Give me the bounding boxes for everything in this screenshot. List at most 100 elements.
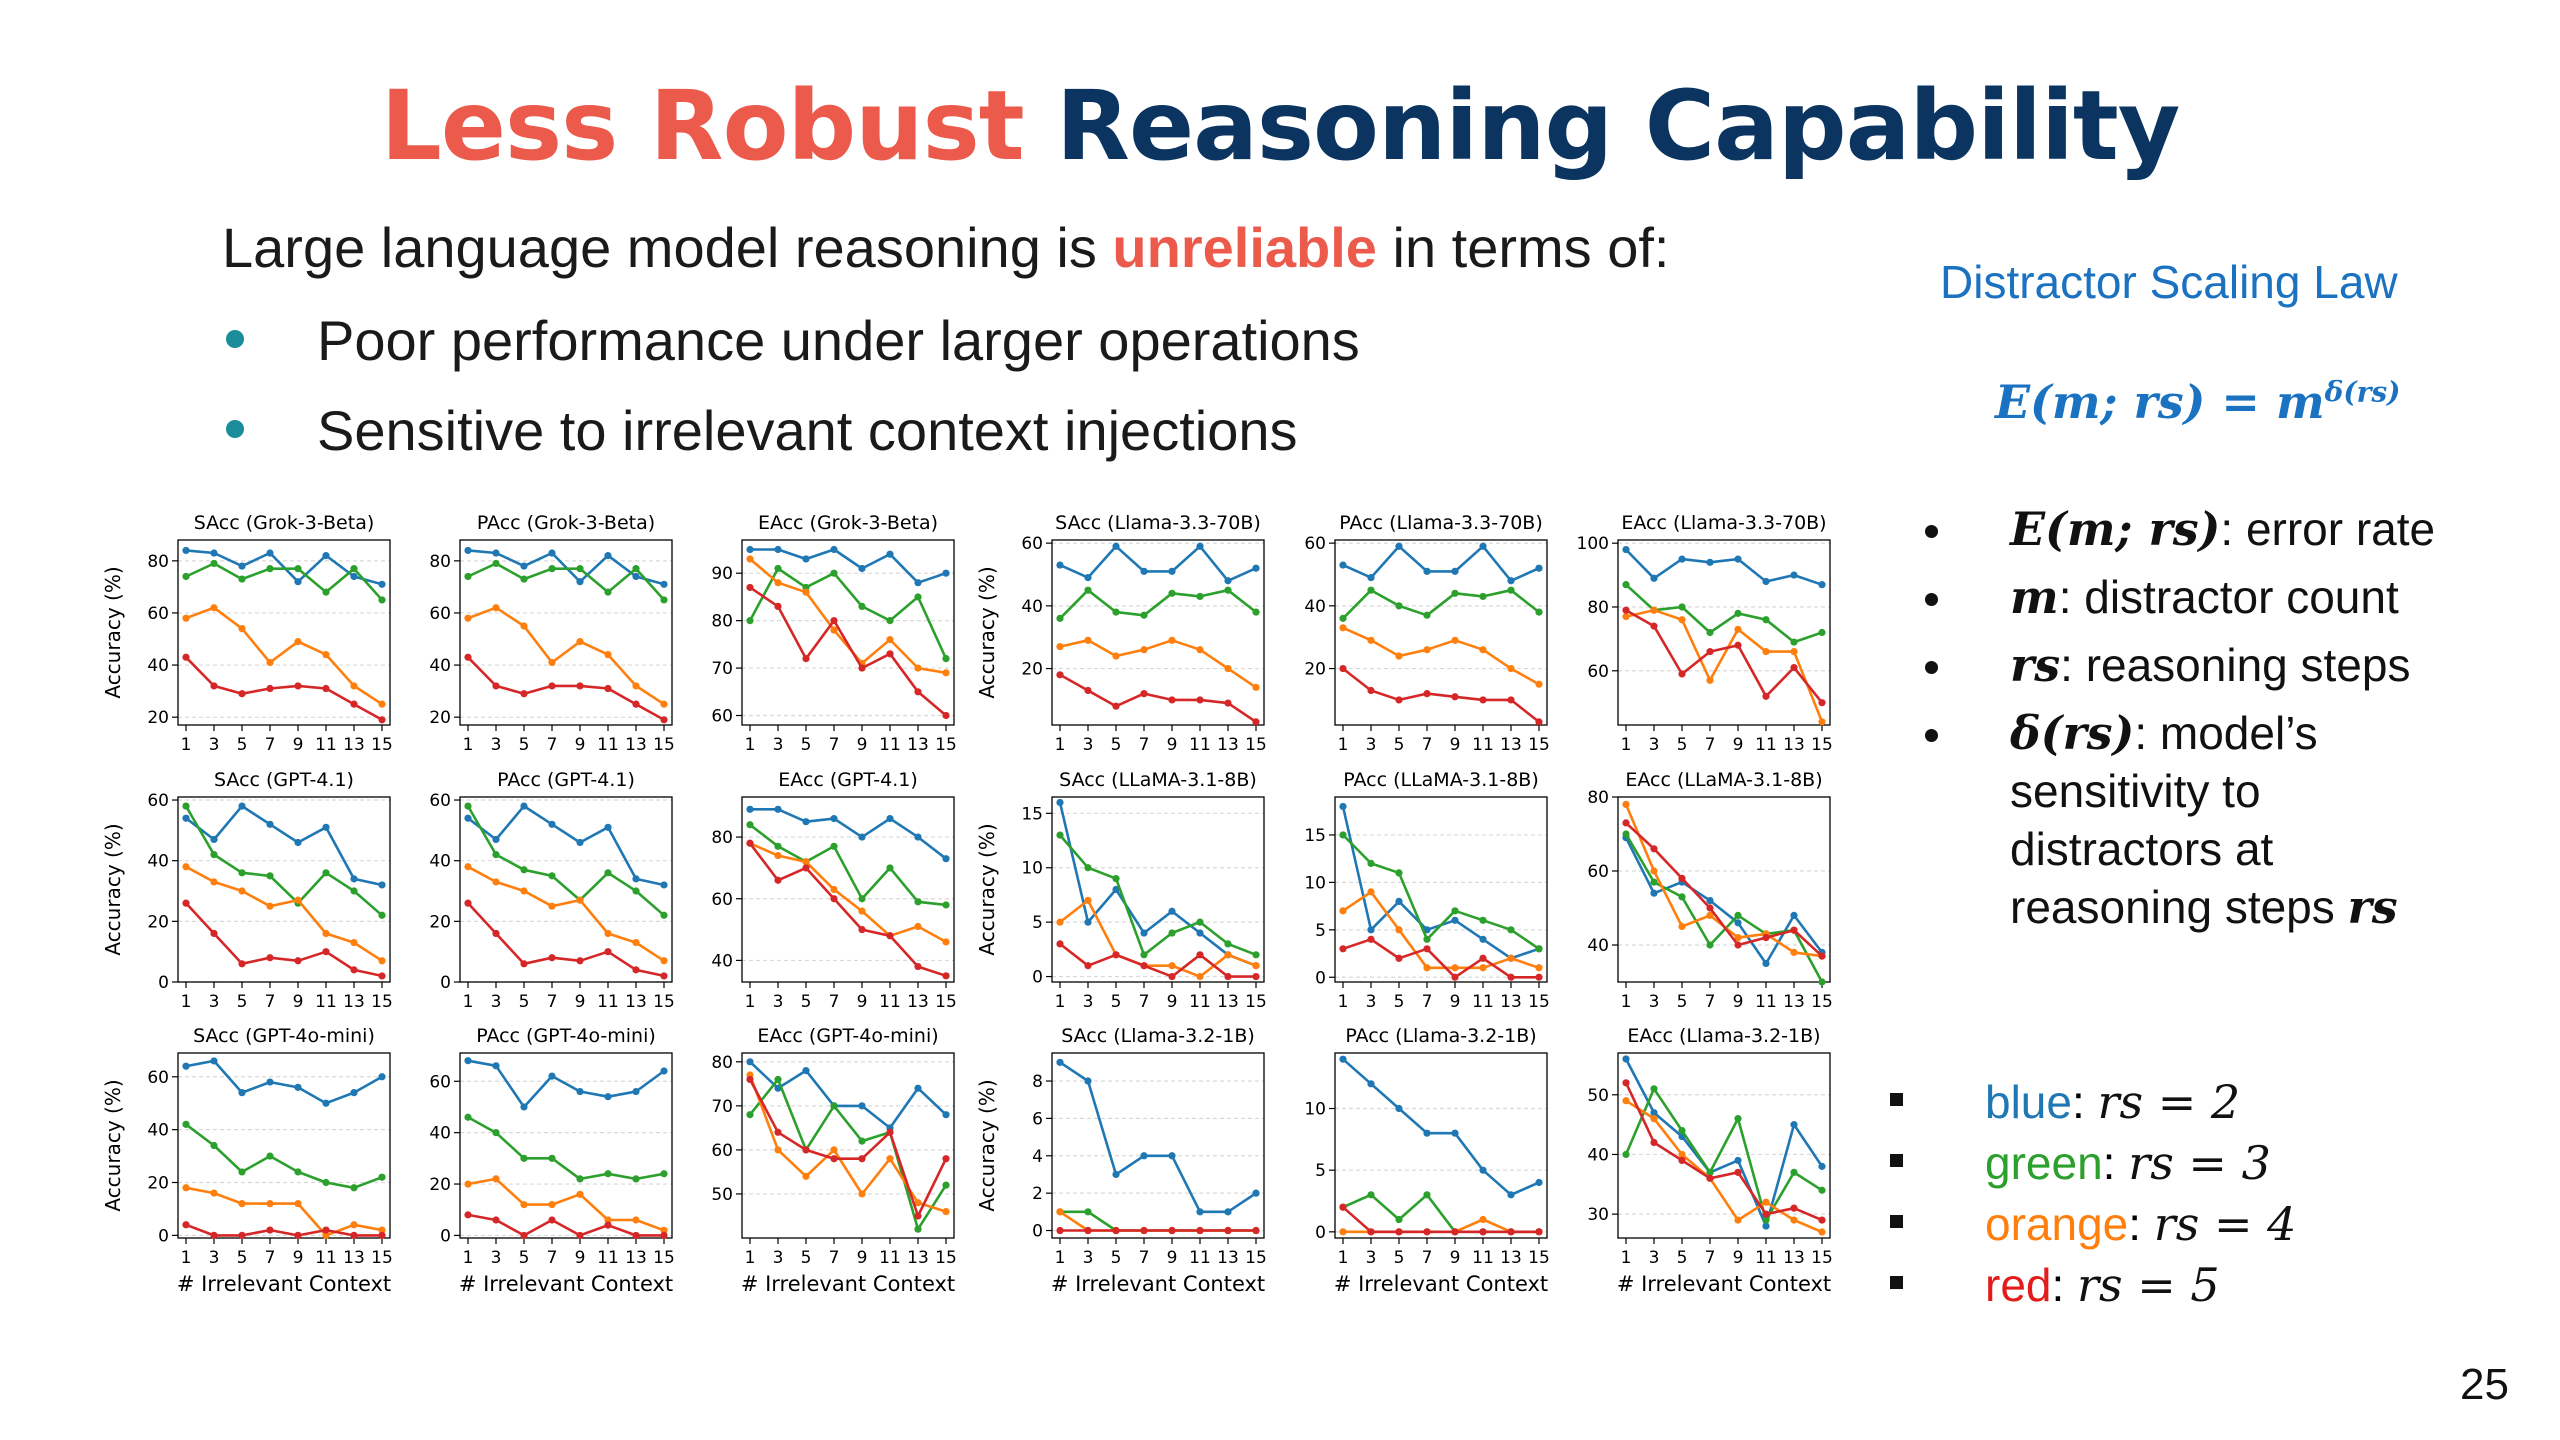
data-point	[914, 922, 922, 931]
data-point	[1224, 972, 1232, 981]
x-tick-label: 5	[1111, 735, 1122, 755]
data-point	[1140, 690, 1148, 698]
data-point	[350, 1089, 358, 1097]
data-point	[576, 578, 584, 586]
series-line	[467, 865, 665, 962]
y-tick-label: 10	[1304, 873, 1326, 893]
x-tick-label: 11	[1189, 735, 1211, 755]
data-point	[548, 902, 556, 910]
data-point	[1790, 571, 1798, 579]
data-point	[576, 682, 584, 690]
y-tick-label: 50	[1587, 1086, 1609, 1106]
x-tick-label: 5	[1677, 992, 1688, 1012]
data-point	[1084, 918, 1092, 926]
bullet-dot-icon	[1925, 525, 1938, 538]
y-tick-label: 40	[429, 656, 451, 676]
data-point	[858, 925, 866, 934]
series-line	[1342, 544, 1540, 583]
data-point	[914, 664, 922, 672]
chart-title: EAcc (GPT-4o-mini)	[757, 1025, 938, 1047]
x-tick-label: 11	[1755, 992, 1777, 1012]
data-point	[1734, 555, 1742, 563]
y-tick-label: 20	[147, 708, 169, 728]
data-point	[520, 1231, 528, 1240]
series-line	[185, 656, 383, 721]
data-point	[1084, 686, 1092, 695]
data-point	[548, 658, 556, 667]
data-point	[1252, 972, 1260, 981]
legend-label: red: rs = 5	[1985, 1258, 2220, 1312]
data-point	[1734, 1168, 1742, 1176]
definition-symbol: rs	[2010, 638, 2061, 692]
data-point	[1507, 954, 1515, 962]
data-point	[774, 876, 782, 884]
data-point	[1507, 973, 1515, 981]
data-point	[210, 1141, 218, 1150]
y-tick-label: 60	[147, 604, 169, 624]
data-point	[1112, 885, 1120, 894]
data-point	[182, 1184, 190, 1192]
data-point	[1056, 1226, 1064, 1235]
data-point	[1479, 592, 1487, 601]
data-point	[1056, 831, 1064, 839]
chart-title: PAcc (Grok-3-Beta)	[477, 512, 655, 534]
data-point	[1535, 1228, 1543, 1236]
data-point	[1734, 934, 1742, 942]
data-point	[1423, 1228, 1431, 1236]
x-tick-label: 9	[857, 992, 868, 1012]
y-tick-label: 80	[1587, 788, 1609, 808]
x-axis-label: # Irrelevant Context	[459, 1272, 673, 1296]
data-point	[1535, 945, 1543, 953]
legend-color-name: orange	[1985, 1198, 2129, 1250]
data-point	[210, 1189, 218, 1197]
x-axis-label: # Irrelevant Context	[177, 1272, 391, 1296]
data-point	[350, 682, 358, 690]
bullet-text: Sensitive to irrelevant context injectio…	[317, 399, 1298, 462]
x-tick-label: 11	[315, 1248, 337, 1268]
plot-frame	[1334, 796, 1548, 983]
series-line	[1342, 1058, 1540, 1197]
data-point	[1395, 897, 1403, 905]
data-point	[1084, 1208, 1092, 1216]
x-tick-label: 1	[1055, 735, 1066, 755]
series-line	[750, 807, 947, 860]
data-point	[1451, 916, 1459, 924]
data-point	[942, 972, 950, 980]
data-point	[1112, 542, 1120, 550]
data-point	[1224, 1226, 1232, 1235]
series-line	[184, 805, 383, 917]
x-tick-label: 5	[519, 1248, 530, 1268]
y-tick-label: 60	[429, 791, 451, 811]
y-tick-label: 40	[1021, 597, 1043, 617]
data-point	[294, 838, 302, 847]
x-tick-label: 11	[1189, 992, 1211, 1012]
data-point	[1790, 1204, 1798, 1212]
data-point	[1451, 1228, 1459, 1236]
series-line	[1624, 1058, 1824, 1228]
x-tick-label: 9	[857, 1248, 868, 1268]
data-point	[1650, 1109, 1658, 1117]
x-tick-label: 15	[371, 992, 393, 1012]
data-point	[632, 1216, 640, 1224]
x-tick-label: 5	[801, 1248, 812, 1268]
data-point	[886, 1128, 894, 1136]
x-tick-label: 13	[343, 992, 365, 1012]
data-point	[1706, 648, 1714, 656]
y-tick-label: 70	[711, 659, 733, 679]
data-point	[378, 1173, 386, 1181]
data-point	[1734, 1156, 1742, 1165]
data-point	[322, 1226, 330, 1234]
x-tick-label: 5	[1394, 735, 1405, 755]
data-point	[1339, 561, 1347, 569]
data-point	[632, 572, 640, 581]
data-point	[632, 966, 640, 974]
formula-exponent: δ(rs)	[2324, 375, 2401, 409]
data-point	[1535, 680, 1543, 688]
data-point	[1622, 581, 1630, 589]
x-tick-label: 5	[519, 992, 530, 1012]
data-point	[266, 902, 274, 910]
data-point	[492, 851, 500, 859]
data-point	[942, 1155, 950, 1163]
x-tick-label: 9	[1167, 992, 1178, 1012]
data-point	[1395, 696, 1403, 704]
